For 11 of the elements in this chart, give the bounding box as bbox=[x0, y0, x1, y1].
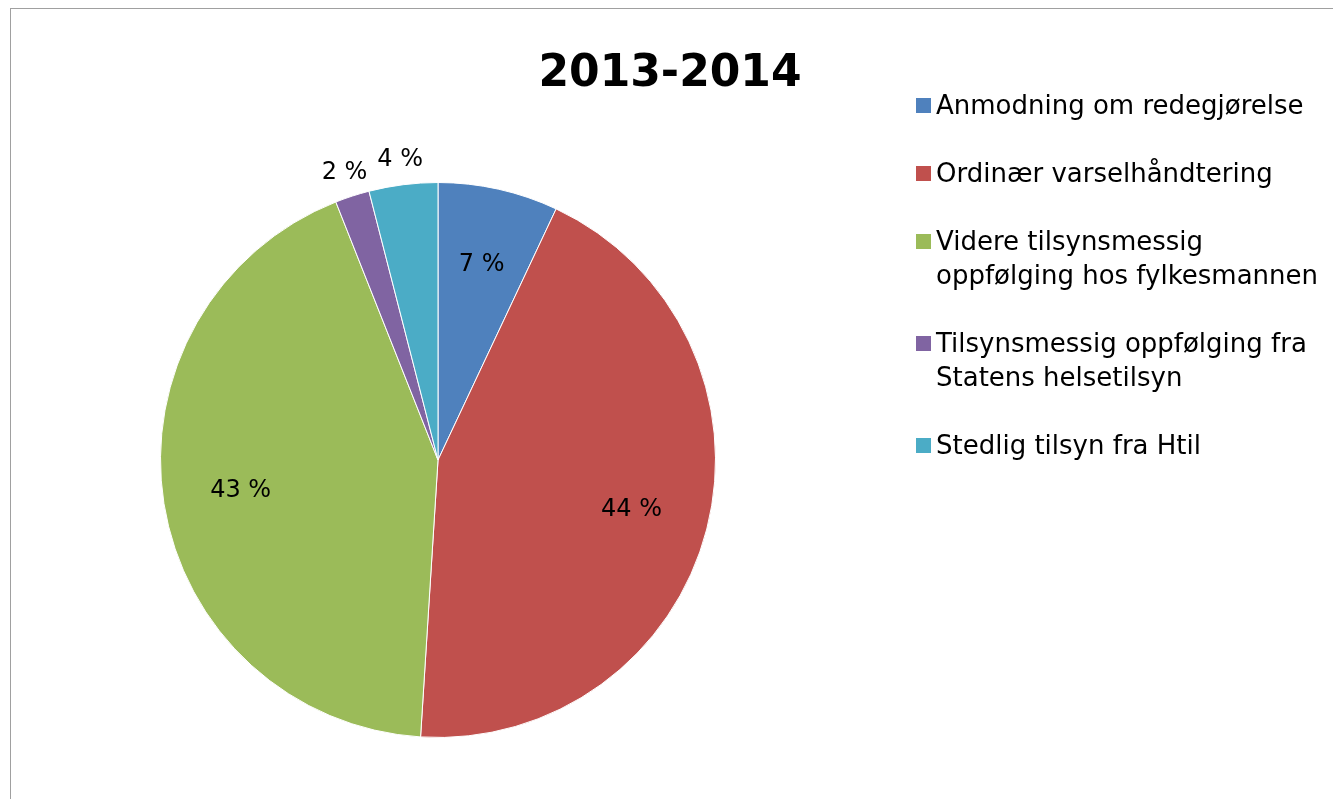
data-label: 43 % bbox=[210, 475, 272, 504]
data-label: 7 % bbox=[458, 249, 505, 278]
data-label: 44 % bbox=[601, 493, 663, 522]
legend-label: Tilsynsmessig oppfølging fra Statens helsetilsyn bbox=[936, 327, 1308, 394]
chart-title: 2013-2014 bbox=[538, 45, 802, 97]
legend-label: Ordinær varselhåndtering bbox=[936, 157, 1273, 190]
data-label: 4 % bbox=[377, 144, 423, 173]
legend-label: Anmodning om redegjørelse bbox=[936, 89, 1304, 122]
legend-label: Videre tilsynsmessig oppfølging hos fylkesmannen bbox=[936, 225, 1320, 292]
data-label: 2 % bbox=[321, 156, 368, 185]
legend-label: Stedlig tilsyn fra Htil bbox=[936, 429, 1201, 462]
